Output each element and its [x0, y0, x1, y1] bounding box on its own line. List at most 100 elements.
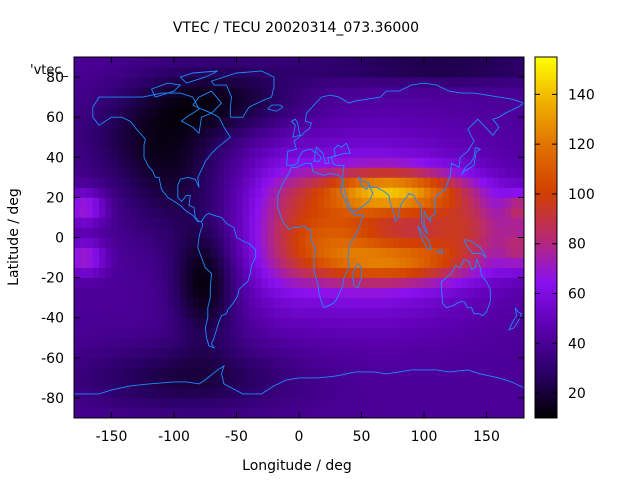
heatmap-cell	[424, 307, 431, 319]
heatmap-cell	[380, 127, 387, 138]
heatmap-cell	[124, 67, 131, 78]
heatmap-cell	[486, 197, 494, 208]
heatmap-cell	[211, 347, 219, 359]
heatmap-cell	[511, 57, 519, 68]
heatmap-cell	[92, 127, 100, 138]
heatmap-cell	[486, 67, 494, 78]
heatmap-cell	[274, 407, 281, 419]
heatmap-cell	[205, 97, 212, 108]
heatmap-cell	[330, 267, 337, 279]
heatmap-cell	[324, 307, 331, 319]
heatmap-cell	[449, 307, 456, 319]
heatmap-cell	[142, 227, 150, 238]
heatmap-cell	[242, 187, 250, 198]
heatmap-cell	[286, 407, 294, 419]
heatmap-cell	[105, 277, 112, 289]
heatmap-cell	[86, 347, 94, 359]
heatmap-cell	[461, 187, 469, 198]
heatmap-cell	[305, 77, 312, 88]
heatmap-cell	[461, 357, 469, 369]
heatmap-cell	[236, 147, 244, 158]
heatmap-cell	[324, 367, 331, 379]
heatmap-cell	[367, 137, 375, 148]
heatmap-cell	[255, 397, 262, 409]
heatmap-cell	[305, 107, 312, 118]
heatmap-cell	[436, 407, 444, 419]
heatmap-cell	[342, 187, 350, 198]
heatmap-cell	[424, 357, 431, 369]
heatmap-cell	[149, 377, 156, 389]
heatmap-cell	[305, 317, 312, 329]
heatmap-cell	[355, 97, 362, 108]
heatmap-cell	[230, 117, 237, 128]
heatmap-cell	[311, 367, 319, 379]
heatmap-cell	[136, 347, 144, 359]
heatmap-cell	[292, 67, 300, 78]
heatmap-cell	[174, 87, 181, 98]
heatmap-cell	[105, 317, 112, 329]
heatmap-cell	[99, 187, 106, 198]
heatmap-cell	[174, 407, 181, 419]
heatmap-cell	[492, 307, 500, 319]
heatmap-cell	[517, 77, 525, 88]
x-tick-label: 50	[353, 429, 371, 445]
heatmap-cell	[355, 387, 362, 399]
heatmap-cell	[255, 167, 262, 178]
heatmap-cell	[461, 267, 469, 279]
heatmap-cell	[280, 327, 287, 339]
heatmap-cell	[274, 237, 281, 248]
heatmap-cell	[199, 307, 206, 319]
heatmap-cell	[142, 237, 150, 248]
heatmap-cell	[105, 307, 112, 319]
heatmap-cell	[411, 347, 419, 359]
heatmap-cell	[286, 207, 294, 218]
heatmap-cell	[242, 87, 250, 98]
heatmap-cell	[411, 287, 419, 299]
heatmap-cell	[449, 357, 456, 369]
heatmap-cell	[380, 377, 387, 389]
heatmap-cell	[274, 107, 281, 118]
heatmap-cell	[142, 187, 150, 198]
heatmap-cell	[299, 197, 306, 208]
heatmap-cell	[317, 287, 325, 299]
heatmap-cell	[149, 67, 156, 78]
heatmap-cell	[286, 257, 294, 268]
heatmap-cell	[380, 217, 387, 228]
heatmap-cell	[342, 397, 350, 409]
heatmap-cell	[480, 147, 487, 158]
heatmap-cell	[124, 267, 131, 279]
heatmap-cell	[180, 257, 187, 268]
heatmap-cell	[417, 87, 425, 98]
heatmap-cell	[436, 347, 444, 359]
heatmap-cell	[336, 87, 344, 98]
heatmap-cell	[149, 157, 156, 168]
heatmap-cell	[149, 217, 156, 228]
heatmap-cell	[80, 217, 87, 228]
heatmap-cell	[342, 387, 350, 399]
heatmap-cell	[374, 227, 381, 238]
heatmap-cell	[517, 307, 525, 319]
heatmap-cell	[217, 227, 225, 238]
heatmap-cell	[342, 377, 350, 389]
heatmap-cell	[236, 277, 244, 289]
heatmap-cell	[305, 397, 312, 409]
heatmap-cell	[199, 377, 206, 389]
heatmap-cell	[424, 57, 431, 68]
heatmap-cell	[461, 207, 469, 218]
heatmap-cell	[199, 127, 206, 138]
heatmap-cell	[405, 107, 412, 118]
heatmap-cell	[236, 67, 244, 78]
heatmap-cell	[136, 137, 144, 148]
heatmap-cell	[111, 97, 119, 108]
heatmap-cell	[192, 387, 200, 399]
heatmap-cell	[442, 387, 450, 399]
heatmap-cell	[374, 307, 381, 319]
heatmap-cell	[474, 177, 481, 188]
heatmap-cell	[136, 147, 144, 158]
heatmap-cell	[249, 177, 256, 188]
heatmap-cell	[242, 357, 250, 369]
heatmap-cell	[167, 237, 175, 248]
heatmap-cell	[155, 97, 162, 108]
heatmap-cell	[230, 217, 237, 228]
heatmap-cell	[311, 397, 319, 409]
